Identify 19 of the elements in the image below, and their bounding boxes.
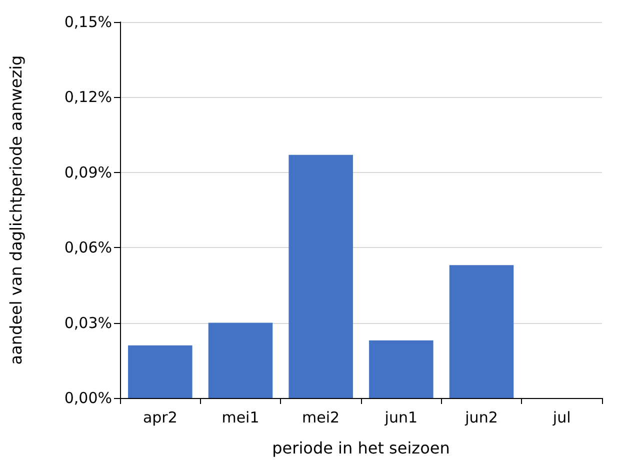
x-tick-label: jun2 (464, 408, 498, 426)
bar (369, 340, 434, 398)
y-tick-label: 0,03% (64, 314, 112, 332)
x-tick-label: apr2 (142, 408, 178, 426)
bar (288, 154, 353, 398)
y-axis-title: aandeel van daglichtperiode aanwezig (6, 55, 26, 365)
x-tick-label: mei1 (222, 408, 260, 426)
bar (208, 322, 273, 398)
y-tick-label: 0,06% (64, 238, 112, 257)
bar (449, 265, 514, 398)
y-tick-label: 0,00% (64, 389, 112, 407)
y-tick-label: 0,15% (64, 13, 112, 31)
bar (128, 345, 192, 398)
x-tick-label: jun1 (384, 408, 418, 426)
x-axis-title: periode in het seizoen (272, 438, 450, 458)
y-tick-label: 0,09% (64, 163, 112, 182)
x-tick-label: mei2 (302, 408, 340, 426)
y-tick-label: 0,12% (64, 88, 112, 106)
x-tick-label: jul (552, 408, 571, 426)
